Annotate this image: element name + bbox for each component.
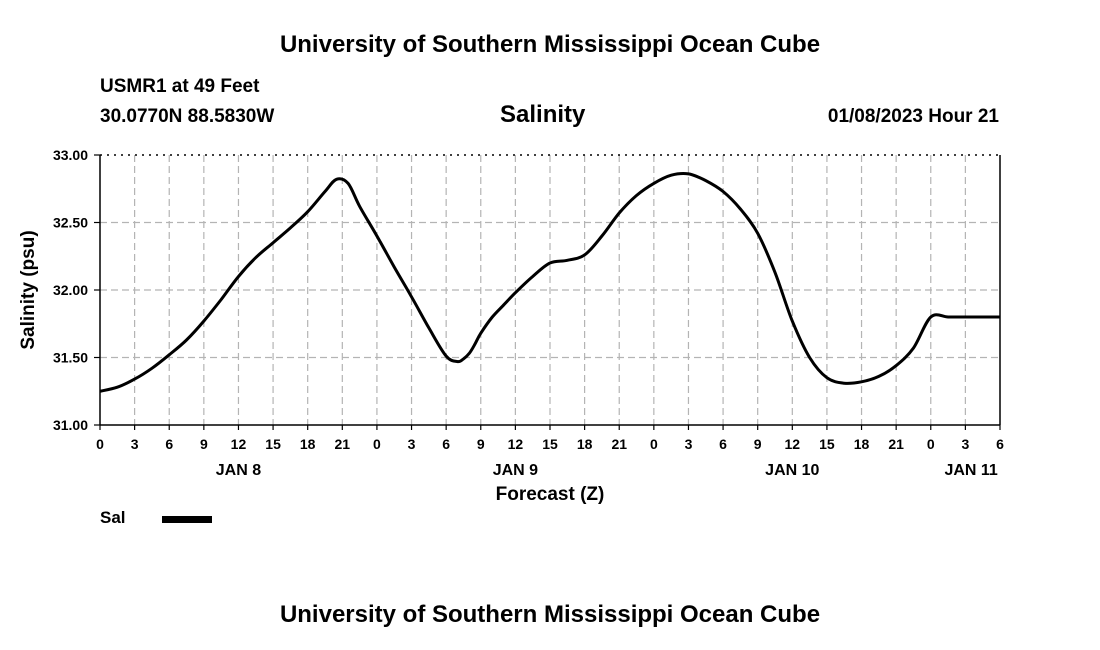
axes xyxy=(94,154,1001,430)
y-axis-label: Salinity (psu) xyxy=(18,230,39,349)
x-tick-label: 6 xyxy=(442,436,450,452)
x-tick-label: 3 xyxy=(685,436,693,452)
y-tick-label: 31.50 xyxy=(53,350,88,366)
x-tick-label: 21 xyxy=(611,436,627,452)
main-title: University of Southern Mississippi Ocean… xyxy=(279,31,821,58)
x-tick-label: 0 xyxy=(927,436,935,452)
date-label: JAN 8 xyxy=(216,462,261,479)
x-tick-label: 18 xyxy=(577,436,593,452)
x-tick-label: 9 xyxy=(200,436,208,452)
legend-swatch xyxy=(162,516,212,523)
x-tick-label: 21 xyxy=(888,436,904,452)
x-axis-label: Forecast (Z) xyxy=(496,484,605,505)
axis-labels: 0 3 6 9 12 15 18 21 0 3 6 9 12 15 18 21 0 3 6 9 12 15 18 21 0 3 6 3… xyxy=(18,147,1004,505)
x-tick-label: 15 xyxy=(542,436,558,452)
x-tick-label: 6 xyxy=(165,436,173,452)
x-tick-label: 15 xyxy=(265,436,281,452)
x-tick-label: 18 xyxy=(300,436,316,452)
chart-title: Salinity xyxy=(500,101,586,128)
x-tick-label: 9 xyxy=(754,436,762,452)
y-tick-label: 32.00 xyxy=(53,282,88,298)
x-tick-label: 15 xyxy=(819,436,835,452)
series-layer xyxy=(100,172,1000,393)
x-tick-label: 0 xyxy=(373,436,381,452)
date-label: JAN 9 xyxy=(493,462,538,479)
series-line-sal xyxy=(100,172,1000,393)
station-label: USMR1 at 49 Feet xyxy=(100,76,260,97)
x-tick-label: 6 xyxy=(996,436,1004,452)
date-label: JAN 11 xyxy=(944,462,997,479)
x-tick-label: 12 xyxy=(508,436,524,452)
x-tick-label: 3 xyxy=(961,436,969,452)
x-tick-label: 3 xyxy=(408,436,416,452)
y-tick-label: 32.50 xyxy=(53,215,88,231)
y-tick-label: 33.00 xyxy=(53,147,88,163)
grid-lines xyxy=(100,155,1000,425)
footer-title: University of Southern Mississippi Ocean… xyxy=(279,601,821,628)
x-tick-label: 21 xyxy=(335,436,351,452)
date-label: JAN 10 xyxy=(765,462,819,479)
coordinates-label: 30.0770N 88.5830W xyxy=(100,106,275,127)
x-tick-label: 12 xyxy=(785,436,801,452)
x-tick-label: 0 xyxy=(650,436,658,452)
x-tick-label: 0 xyxy=(96,436,104,452)
x-tick-label: 18 xyxy=(854,436,870,452)
x-tick-label: 12 xyxy=(231,436,247,452)
x-tick-label: 9 xyxy=(477,436,485,452)
datetime-label: 01/08/2023 Hour 21 xyxy=(827,106,999,127)
y-tick-label: 31.00 xyxy=(53,417,88,433)
legend-label: Sal xyxy=(100,508,126,527)
x-tick-label: 3 xyxy=(131,436,139,452)
x-tick-label: 6 xyxy=(719,436,727,452)
